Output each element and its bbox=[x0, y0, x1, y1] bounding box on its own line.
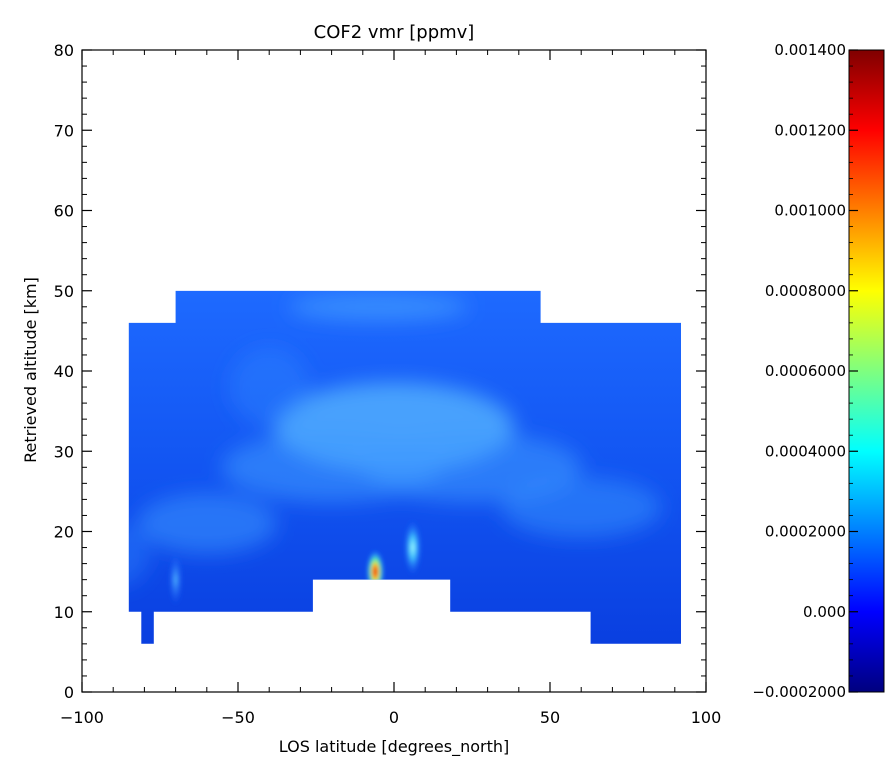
y-tick-label: 40 bbox=[54, 362, 74, 381]
x-tick-label: −50 bbox=[221, 708, 255, 727]
colorbar-tick-label: 0.001000 bbox=[774, 202, 846, 220]
x-tick-label: 100 bbox=[691, 708, 722, 727]
chart-title: COF2 vmr [ppmv] bbox=[314, 22, 475, 43]
y-tick-label: 30 bbox=[54, 442, 74, 461]
y-tick-label: 60 bbox=[54, 202, 74, 221]
x-tick-label: 0 bbox=[389, 708, 399, 727]
heatmap-peak bbox=[366, 549, 385, 594]
colorbar-tick-label: 0.0006000 bbox=[765, 362, 846, 380]
y-tick-label: 70 bbox=[54, 121, 74, 140]
y-axis-title: Retrieved altitude [km] bbox=[21, 277, 40, 463]
colorbar-axis: −0.0002000 0.000 0.0002000 0.0004000 0.00060… bbox=[752, 41, 858, 701]
colorbar-tick-label: 0.0002000 bbox=[765, 523, 846, 541]
y-tick-label: 10 bbox=[54, 603, 74, 622]
y-axis: 0 10 20 30 40 50 60 70 80 bbox=[54, 41, 706, 702]
colorbar-tick-label: 0.001400 bbox=[774, 41, 846, 59]
heatmap-peak bbox=[168, 553, 183, 606]
y-tick-label: 20 bbox=[54, 523, 74, 542]
heatmap-peak bbox=[403, 519, 422, 576]
colorbar-tick-label: 0.001200 bbox=[774, 121, 846, 139]
colorbar-tick-label: 0.0008000 bbox=[765, 282, 846, 300]
x-tick-label: −100 bbox=[60, 708, 104, 727]
colorbar-tick-label: −0.0002000 bbox=[752, 683, 846, 701]
x-axis: −100 −50 0 50 100 bbox=[60, 50, 721, 727]
y-tick-label: 0 bbox=[64, 683, 74, 702]
colorbar-tick-label: 0.000 bbox=[803, 603, 846, 621]
x-tick-label: 50 bbox=[540, 708, 560, 727]
x-axis-title: LOS latitude [degrees_north] bbox=[279, 737, 509, 757]
y-tick-label: 80 bbox=[54, 41, 74, 60]
y-tick-label: 50 bbox=[54, 282, 74, 301]
heatmap-field bbox=[128, 290, 682, 644]
colorbar-tick-label: 0.0004000 bbox=[765, 442, 846, 460]
